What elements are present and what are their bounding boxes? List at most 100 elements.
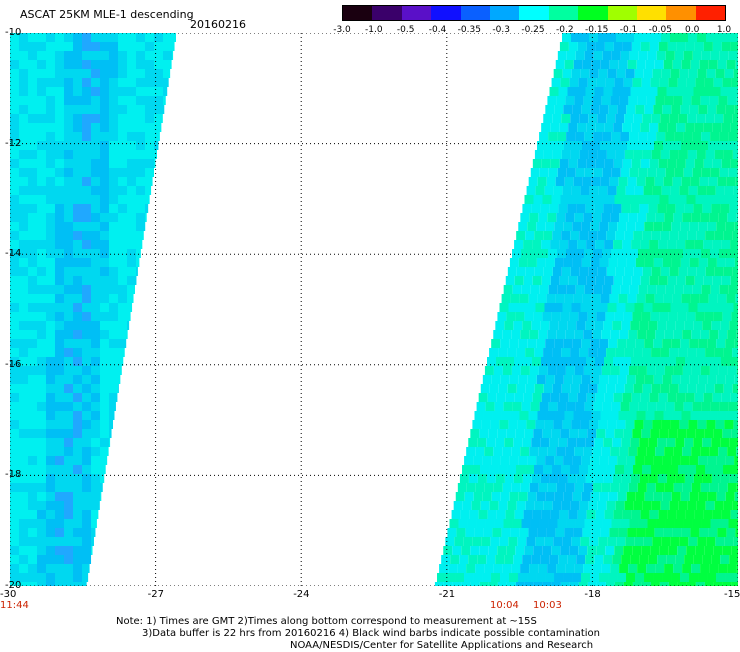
- swath-cell: [534, 348, 543, 357]
- swath-cell: [73, 465, 82, 474]
- swath-cell: [639, 321, 648, 330]
- swath-cell: [606, 582, 615, 586]
- swath-cell: [64, 249, 73, 258]
- swath-cell: [37, 267, 46, 276]
- swath-cell: [510, 375, 519, 384]
- swath-cell: [64, 294, 73, 303]
- swath-cell: [91, 303, 100, 312]
- swath-cell: [711, 285, 720, 294]
- swath-cell: [10, 348, 19, 357]
- swath-cell: [650, 510, 659, 519]
- swath-cell: [655, 447, 664, 456]
- swath-cell: [698, 222, 707, 231]
- swath-cell: [46, 69, 55, 78]
- swath-cell: [618, 141, 627, 150]
- swath-cell: [583, 177, 592, 186]
- swath-cell: [536, 456, 545, 465]
- swath-cell: [644, 105, 653, 114]
- swath-cell: [46, 348, 55, 357]
- swath-cell: [64, 582, 73, 586]
- swath-cell: [100, 402, 109, 411]
- swath-cell: [600, 528, 609, 537]
- swath-cell: [481, 501, 490, 510]
- swath-cell: [725, 186, 734, 195]
- swath-cell: [517, 537, 526, 546]
- swath-cell: [680, 303, 689, 312]
- swath-cell: [100, 393, 109, 402]
- swath-cell: [708, 141, 717, 150]
- swath-cell: [109, 141, 118, 150]
- swath-cell: [136, 249, 141, 258]
- swath-cell: [704, 393, 713, 402]
- swath-cell: [540, 438, 549, 447]
- swath-cell: [714, 465, 723, 474]
- swath-cell: [639, 204, 648, 213]
- swath-cell: [100, 186, 109, 195]
- swath-cell: [109, 339, 118, 348]
- swath-cell: [579, 195, 588, 204]
- swath-cell: [100, 177, 109, 186]
- swath-cell: [723, 78, 732, 87]
- swath-cell: [37, 105, 46, 114]
- swath-cell: [694, 123, 703, 132]
- swath-cell: [145, 132, 154, 141]
- swath-cell: [551, 312, 560, 321]
- swath-cell: [551, 393, 560, 402]
- swath-cell: [64, 330, 73, 339]
- swath-cell: [136, 123, 145, 132]
- swath-cell: [544, 537, 553, 546]
- swath-cell: [554, 573, 563, 582]
- swath-cell: [580, 33, 589, 42]
- swath-cell: [679, 33, 688, 42]
- swath-cell: [704, 159, 713, 168]
- swath-cell: [558, 51, 567, 60]
- swath-cell: [638, 132, 647, 141]
- swath-cell: [540, 321, 549, 330]
- swath-cell: [630, 168, 639, 177]
- swath-cell: [118, 78, 127, 87]
- swath-cell: [653, 186, 662, 195]
- swath-cell: [655, 564, 664, 573]
- swath-cell: [569, 312, 578, 321]
- swath-cell: [55, 564, 64, 573]
- swath-cell: [37, 330, 46, 339]
- swath-cell: [570, 465, 579, 474]
- swath-cell: [690, 492, 699, 501]
- swath-cell: [480, 465, 489, 474]
- swath-cell: [642, 465, 651, 474]
- swath-cell: [598, 267, 607, 276]
- swath-cell: [82, 564, 90, 573]
- swath-cell: [73, 60, 82, 69]
- swath-cell: [136, 132, 145, 141]
- swath-cell: [565, 330, 574, 339]
- swath-cell: [527, 186, 536, 195]
- swath-cell: [644, 573, 653, 582]
- swath-cell: [677, 546, 686, 555]
- swath-cell: [660, 465, 669, 474]
- swath-cell: [608, 105, 617, 114]
- swath-cell: [100, 240, 109, 249]
- swath-cell: [37, 195, 46, 204]
- swath-cell: [540, 555, 549, 564]
- swath-cell: [590, 339, 599, 348]
- swath-cell: [617, 456, 626, 465]
- lon-tick-label: -24: [293, 589, 309, 600]
- swath-cell: [724, 384, 733, 393]
- swath-cell: [561, 348, 570, 357]
- swath-cell: [676, 240, 685, 249]
- swath-cell: [564, 492, 573, 501]
- swath-cell: [37, 123, 46, 132]
- swath-cell: [735, 375, 738, 384]
- swath-cell: [565, 60, 574, 69]
- swath-cell: [653, 222, 662, 231]
- swath-cell: [643, 537, 652, 546]
- swath-cell: [629, 249, 638, 258]
- swath-cell: [82, 60, 91, 69]
- swath-cell: [64, 123, 73, 132]
- swath-cell: [651, 465, 660, 474]
- swath-cell: [545, 303, 554, 312]
- swath-cell: [19, 87, 28, 96]
- swath-cell: [640, 123, 649, 132]
- swath-cell: [496, 474, 505, 483]
- swath-cell: [547, 447, 556, 456]
